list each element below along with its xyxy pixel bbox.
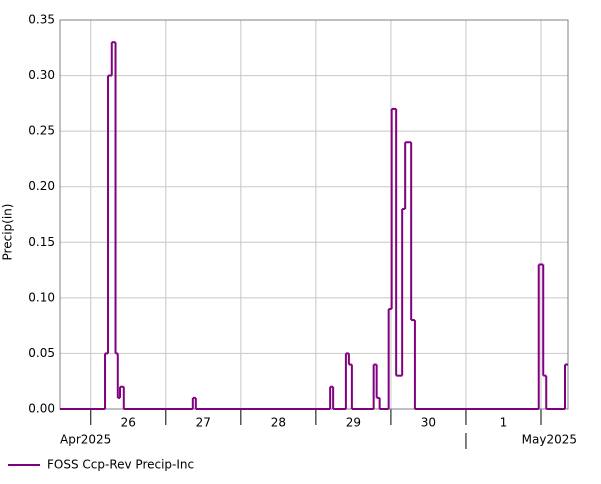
x-tick-label: 29 bbox=[346, 416, 361, 430]
y-tick-label: 0.35 bbox=[28, 13, 55, 27]
y-tick-label: 0.00 bbox=[28, 402, 55, 416]
legend-label: FOSS Ccp-Rev Precip-Inc bbox=[47, 458, 194, 472]
plot-border bbox=[59, 19, 569, 410]
x-tick-label: 27 bbox=[196, 416, 211, 430]
month-label: Apr2025 bbox=[60, 433, 111, 447]
y-tick-label: 0.20 bbox=[28, 179, 55, 193]
y-axis-label: Precip(in) bbox=[1, 204, 15, 261]
x-tick-label: 1 bbox=[500, 416, 508, 430]
month-label: May2025 bbox=[522, 433, 577, 447]
y-tick-label: 0.15 bbox=[28, 235, 55, 249]
y-tick-label: 0.10 bbox=[28, 290, 55, 304]
x-tick-label: 26 bbox=[121, 416, 136, 430]
x-tick-label: 28 bbox=[271, 416, 286, 430]
y-tick-label: 0.30 bbox=[28, 68, 55, 82]
y-tick-label: 0.25 bbox=[28, 124, 55, 138]
x-tick-label: 30 bbox=[421, 416, 436, 430]
y-tick-label: 0.05 bbox=[28, 346, 55, 360]
